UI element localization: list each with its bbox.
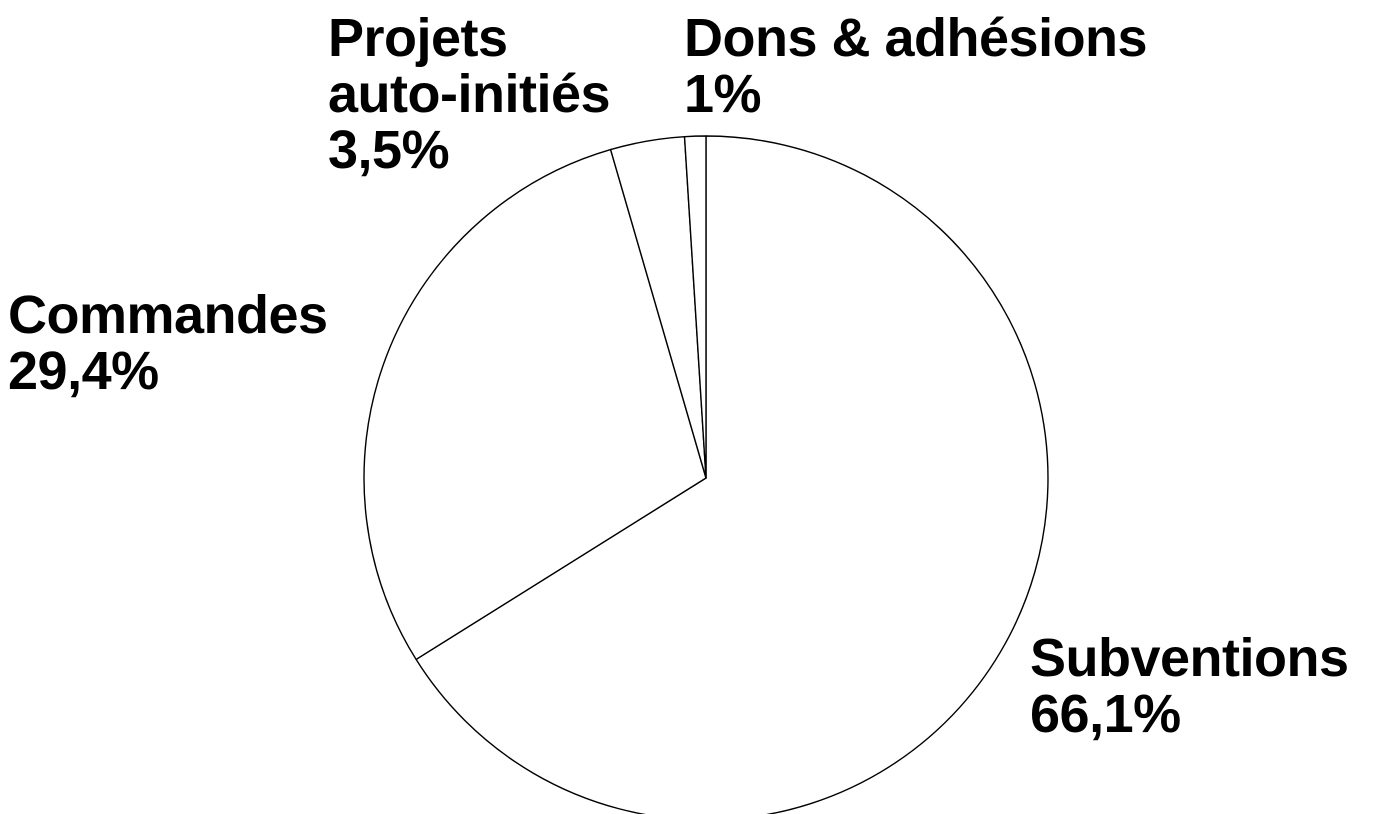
slice-label-commandes: Commandes 29,4% <box>8 287 328 399</box>
slice-label-dons-adhesions: Dons & adhésions 1% <box>684 8 1148 124</box>
slice-label-name: Dons & adhésions <box>684 8 1148 68</box>
slice-label-value: 66,1% <box>1030 684 1181 744</box>
slice-label-name: Projets auto-initiés <box>328 8 611 124</box>
slice-label-projets-auto-inities: Projets auto-initiés 3,5% <box>328 8 611 180</box>
slice-label-name: Subventions <box>1030 628 1349 688</box>
slice-label-name: Commandes <box>8 285 328 345</box>
pie-slice-subventions <box>415 135 1049 814</box>
slice-label-value: 3,5% <box>328 120 450 180</box>
pie-slice-commandes <box>363 148 707 661</box>
slice-label-value: 29,4% <box>8 341 159 401</box>
pie-slices <box>363 135 1049 814</box>
slice-label-subventions: Subventions 66,1% <box>1030 630 1349 742</box>
slice-label-value: 1% <box>684 64 762 124</box>
pie-slice-dons-adhesions <box>683 135 707 479</box>
